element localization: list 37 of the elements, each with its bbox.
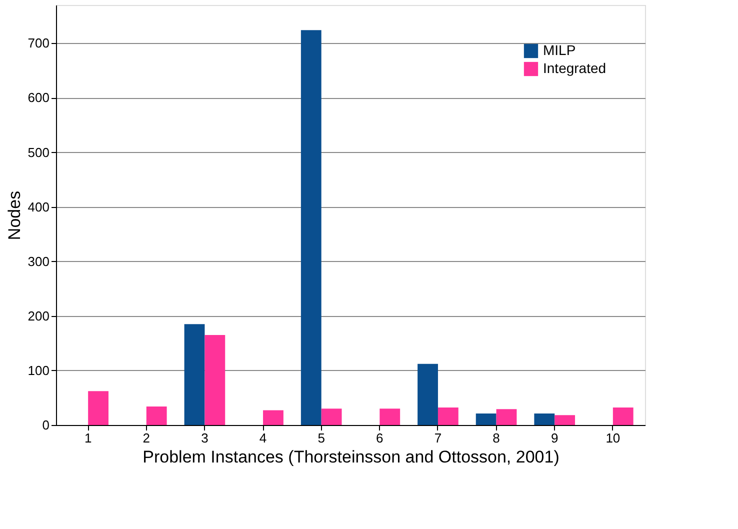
x-tick-label: 2 xyxy=(142,430,150,446)
bar xyxy=(554,415,576,425)
y-tick-label: 200 xyxy=(28,308,50,324)
bar xyxy=(496,409,517,425)
bar xyxy=(476,414,496,425)
x-tick-label: 10 xyxy=(606,430,620,446)
bar xyxy=(88,391,108,425)
bar xyxy=(380,408,400,425)
bar xyxy=(263,410,284,425)
bar xyxy=(204,335,226,425)
legend-label: Integrated xyxy=(543,60,606,76)
x-tick-label: 4 xyxy=(259,430,267,446)
x-tick-label: 8 xyxy=(492,430,500,446)
x-tick-label: 5 xyxy=(318,430,325,446)
y-tick-label: 100 xyxy=(28,362,50,378)
x-tick-label: 1 xyxy=(84,430,92,446)
x-tick-label: 3 xyxy=(201,430,208,446)
y-tick-label: 0 xyxy=(42,418,50,432)
bar xyxy=(612,408,634,425)
y-tick-label: 600 xyxy=(28,90,50,106)
x-tick-label: 6 xyxy=(376,430,384,446)
bar xyxy=(438,408,458,425)
x-axis-title: Problem Instances (Thorsteinsson and Ottosson, 2001) xyxy=(142,448,560,466)
x-tick-label: 7 xyxy=(434,430,442,446)
bar xyxy=(184,324,205,425)
bar xyxy=(534,414,555,425)
bar xyxy=(146,406,167,425)
bar xyxy=(418,364,438,425)
y-tick-label: 700 xyxy=(28,36,50,51)
y-tick-label: 300 xyxy=(28,254,50,269)
y-tick-label: 500 xyxy=(28,144,50,160)
y-tick-label: 400 xyxy=(28,199,50,214)
legend-label: MILP xyxy=(543,42,576,58)
bar xyxy=(321,408,342,425)
y-axis-title: Nodes xyxy=(4,190,24,240)
x-tick-label: 9 xyxy=(550,430,558,446)
bar xyxy=(300,30,322,425)
